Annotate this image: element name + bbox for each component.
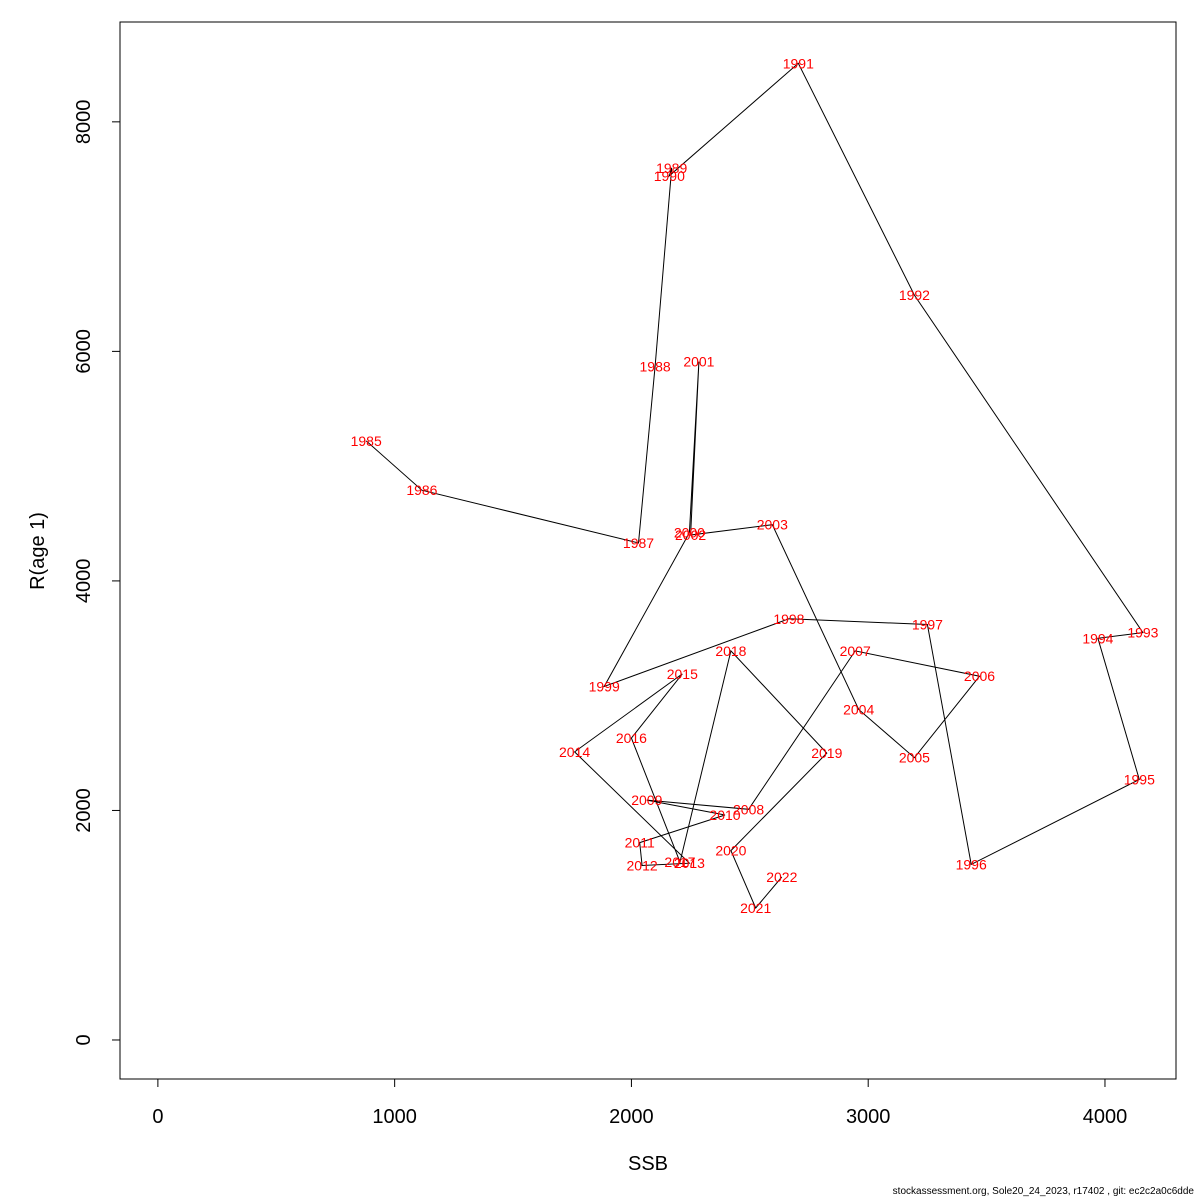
sr-trajectory-line (365, 62, 1144, 909)
x-tick-label: 0 (152, 1106, 163, 1128)
year-label-1986: 1986 (406, 482, 437, 498)
year-label-1998: 1998 (773, 611, 804, 627)
year-label-1990: 1990 (654, 168, 685, 184)
x-axis: 0 1000 2000 3000 4000 (152, 1078, 1128, 1128)
year-label-2005: 2005 (899, 750, 930, 766)
year-label-2016: 2016 (616, 730, 647, 746)
year-label-2020: 2020 (715, 843, 746, 859)
footer-credit: stockassessment.org, Sole20_24_2023, r17… (892, 1186, 1194, 1197)
year-label-2011: 2011 (625, 835, 655, 851)
year-label-2004: 2004 (843, 702, 874, 718)
year-label-1989: 1989 (656, 160, 687, 176)
y-tick-label: 4000 (73, 559, 95, 604)
x-tick-label: 4000 (1083, 1106, 1128, 1128)
year-label-1996: 1996 (956, 856, 987, 872)
year-label-2017: 2017 (664, 854, 695, 870)
year-label-2001: 2001 (683, 354, 714, 370)
year-label-2002: 2002 (675, 527, 706, 543)
year-label-2003: 2003 (757, 517, 788, 533)
year-label-1992: 1992 (899, 287, 930, 303)
year-label-2015: 2015 (667, 666, 698, 682)
x-tick-label: 1000 (372, 1106, 417, 1128)
year-label-2006: 2006 (964, 668, 995, 684)
year-label-2007: 2007 (840, 643, 871, 659)
year-label-2010: 2010 (709, 807, 740, 823)
year-label-1987: 1987 (623, 535, 654, 551)
year-label-1988: 1988 (640, 358, 671, 374)
y-axis-title: R(age 1) (27, 512, 49, 590)
year-label-2012: 2012 (627, 858, 658, 874)
year-label-2022: 2022 (766, 869, 797, 885)
x-axis-title: SSB (628, 1153, 668, 1175)
y-tick-label: 0 (73, 1034, 95, 1045)
year-label-1997: 1997 (912, 617, 943, 633)
year-label-1995: 1995 (1124, 772, 1155, 788)
year-label-2008: 2008 (733, 801, 764, 817)
x-tick-label: 3000 (846, 1106, 891, 1128)
year-label-2000: 2000 (674, 525, 705, 541)
x-tick-label: 2000 (609, 1106, 654, 1128)
year-label-2013: 2013 (674, 855, 705, 871)
y-tick-label: 2000 (73, 788, 95, 833)
year-label-2009: 2009 (631, 792, 662, 808)
year-label-2018: 2018 (715, 643, 746, 659)
year-label-1994: 1994 (1082, 630, 1113, 646)
year-label-1991: 1991 (783, 55, 814, 71)
y-axis: 0 2000 4000 6000 8000 (73, 100, 121, 1046)
year-label-2021: 2021 (740, 900, 771, 916)
year-label-1985: 1985 (351, 433, 382, 449)
y-tick-label: 6000 (73, 329, 95, 374)
year-label-1993: 1993 (1127, 625, 1158, 641)
year-label-1999: 1999 (589, 679, 620, 695)
y-tick-label: 8000 (73, 100, 95, 145)
year-label-2014: 2014 (559, 744, 590, 760)
year-label-2019: 2019 (811, 745, 842, 761)
